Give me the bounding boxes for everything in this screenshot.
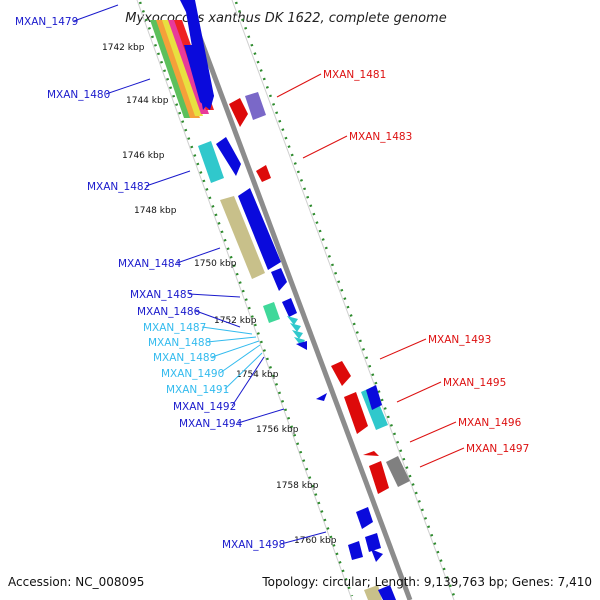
gene-label-mxan-1496: MXAN_1496 (458, 417, 522, 429)
gene-label-leader (188, 293, 241, 298)
gene-label-mxan-1480: MXAN_1480 (47, 89, 110, 101)
gene-mxan-1480 (184, 45, 214, 110)
gene-label-leader (379, 338, 427, 360)
gene-label-leader (396, 381, 442, 403)
gene-mxan-1493 (316, 393, 327, 401)
accession-label: Accession: NC_008095 (8, 575, 144, 589)
gene-label-mxan-1483: MXAN_1483 (349, 131, 412, 143)
gene-mxan-1486b (282, 298, 297, 317)
gene-label-mxan-1489: MXAN_1489 (153, 352, 216, 364)
gene-mxan-1489 (292, 330, 303, 339)
left-guide-line (136, 0, 353, 600)
gene-label-leader (105, 78, 151, 95)
tick-label: 1760 kbp (294, 536, 337, 546)
gene-label-leader (73, 4, 119, 22)
gene-mxan-1481 (229, 98, 248, 127)
gene-mxan-1494 (344, 392, 368, 434)
gene-mxan-1483 (256, 165, 271, 182)
gene-mxan-1482 (198, 141, 224, 183)
tick-label: 1748 kbp (134, 206, 177, 216)
gene-mxan-1486 (263, 302, 280, 323)
gene-glyphs (184, 45, 410, 600)
gene-label-leader (224, 352, 263, 390)
gene-label-leader (409, 421, 457, 443)
gene-mxan-1484b (238, 188, 281, 270)
gene-mxan-1496 (363, 451, 379, 456)
map-backbone (136, 0, 456, 600)
gene-label-mxan-1479: MXAN_1479 (15, 16, 78, 28)
gene-label-mxan-1490: MXAN_1490 (161, 368, 224, 380)
gene-mxan-1485 (271, 268, 287, 291)
right-guide-line (231, 0, 455, 600)
gene-mxan-1488 (290, 323, 301, 332)
gene-label-mxan-1492: MXAN_1492 (173, 401, 236, 413)
gene-label-leader (195, 310, 241, 328)
band-segment-yellow (162, 20, 203, 116)
tick-label: 1754 kbp (236, 370, 279, 380)
gene-mxan-1501b (378, 585, 396, 600)
tick-label: 1752 kbp (214, 316, 257, 326)
gene-label-layer: MXAN_1479 MXAN_1480 MXAN_1482 MXAN_1484 MXAN… (15, 4, 529, 551)
gene-mxan-1482b (216, 137, 241, 176)
gene-label-leader (280, 531, 327, 545)
gene-label-leader (145, 170, 191, 187)
gene-label-leader (219, 344, 261, 374)
tick-layer: 1742 kbp 1744 kbp 1746 kbp 1748 kbp 1750 kbp… (102, 43, 337, 546)
gene-label-mxan-1495: MXAN_1495 (443, 377, 506, 389)
gene-mxan-1497 (369, 461, 389, 494)
gene-label-mxan-1488: MXAN_1488 (148, 337, 211, 349)
gene-mxan-1492 (331, 361, 351, 386)
gene-label-mxan-1484: MXAN_1484 (118, 258, 182, 270)
topology-info: Topology: circular; Length: 9,139,763 bp… (261, 575, 592, 589)
gene-label-mxan-1481: MXAN_1481 (323, 69, 386, 81)
gene-label-leader (201, 326, 253, 335)
gene-mxan-1481b (245, 92, 266, 120)
gene-label-leader (176, 247, 221, 264)
gene-label-mxan-1494: MXAN_1494 (179, 418, 243, 430)
gene-mxan-1499 (365, 533, 381, 552)
gene-label-leader (231, 356, 265, 407)
gene-mxan-1484 (220, 196, 265, 279)
gene-label-leader (237, 408, 285, 424)
gene-label-leader (206, 336, 257, 343)
left-dotted-track (138, 1, 354, 597)
backbone-line (183, 0, 413, 600)
gene-label-mxan-1497: MXAN_1497 (466, 443, 529, 455)
gene-mxan-1498b (348, 541, 363, 560)
gene-label-leader (211, 340, 260, 358)
gene-label-mxan-1482: MXAN_1482 (87, 181, 150, 193)
gene-label-mxan-1485: MXAN_1485 (130, 289, 193, 301)
gene-label-leader (419, 447, 465, 468)
gene-label-mxan-1487: MXAN_1487 (143, 322, 206, 334)
gene-label-mxan-1486: MXAN_1486 (137, 306, 201, 318)
gene-mxan-1495b (366, 385, 382, 410)
gene-label-leader (302, 135, 348, 159)
tick-label: 1744 kbp (126, 96, 169, 106)
tick-label: 1758 kbp (276, 481, 319, 491)
tick-label: 1746 kbp (122, 151, 165, 161)
gene-mxan-1487 (287, 316, 298, 325)
tick-label: 1756 kbp (256, 425, 299, 435)
map-title: Myxococcus xanthus DK 1622, complete gen… (125, 11, 446, 26)
tick-label: 1742 kbp (102, 43, 145, 53)
gene-mxan-1497b (386, 456, 410, 487)
gene-mxan-1501 (364, 585, 382, 600)
gene-label-mxan-1493: MXAN_1493 (428, 334, 491, 346)
gene-label-mxan-1498: MXAN_1498 (222, 539, 285, 551)
tick-label: 1750 kbp (194, 259, 237, 269)
right-dotted-track (234, 1, 456, 597)
gene-mxan-1500 (371, 549, 383, 562)
gene-label-leader (276, 73, 322, 98)
gene-mxan-1498 (356, 507, 373, 529)
gene-label-mxan-1491: MXAN_1491 (166, 384, 229, 396)
gene-mxan-1491 (296, 341, 307, 350)
